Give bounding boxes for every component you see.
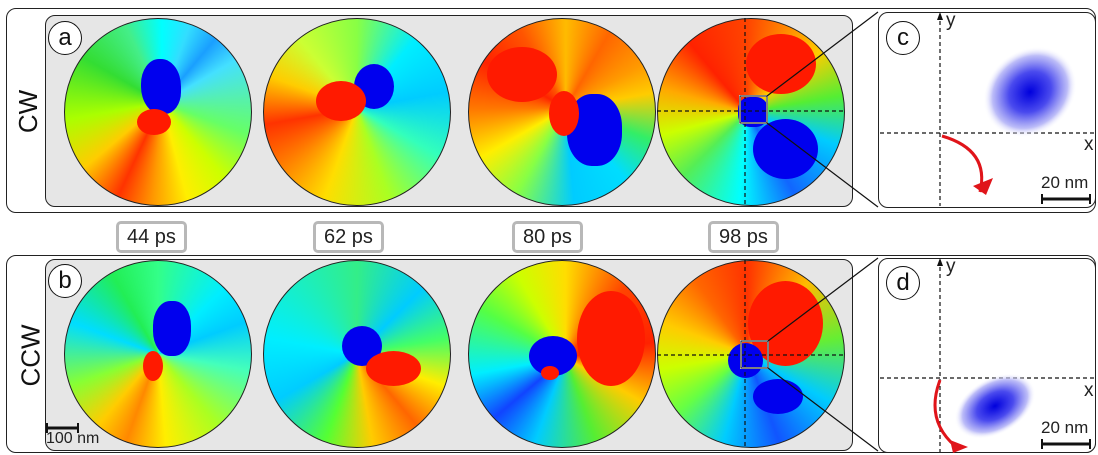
main-scalebar-label: 100 nm (46, 430, 100, 447)
disc-a-80ps (468, 18, 656, 206)
inset-d-y-arrow (937, 258, 943, 266)
inset-d-trajectory-arrowhead (950, 440, 968, 453)
disc-a-44ps (64, 18, 252, 206)
inset-c-scalebar-label: 20 nm (1041, 173, 1089, 192)
inset-d-x-label: x (1084, 380, 1094, 401)
projection-b-bottom (767, 367, 879, 452)
inset-d-trajectory (933, 379, 956, 448)
inset-d-scalebar-label: 20 nm (1041, 418, 1089, 437)
panel-c-letter: c (886, 21, 920, 55)
zoom-box-a-outline (739, 95, 768, 124)
time-label-44ps: 44 ps (116, 221, 187, 253)
panel-d-letter: d (886, 266, 920, 300)
inset-d-core-blob (954, 373, 1036, 439)
time-label-98ps: 98 ps (708, 221, 779, 253)
inset-c-core-blob (983, 46, 1077, 138)
projection-a-bottom (766, 122, 879, 208)
inset-c-trajectory-arrowhead (973, 178, 993, 195)
time-label-62ps: 62 ps (313, 221, 384, 253)
disc-b-80ps (468, 260, 656, 448)
panel-b-letter: b (48, 264, 82, 298)
zoom-box-b-outline (740, 340, 769, 369)
inset-c-y-arrow (937, 12, 943, 20)
panel-a-letter: a (48, 21, 82, 55)
time-label-80ps: 80 ps (512, 221, 583, 253)
projection-a-top (766, 11, 879, 97)
disc-a-62ps (263, 18, 451, 206)
projection-b-top (767, 257, 879, 342)
inset-c-x-label: x (1084, 134, 1094, 155)
inset-c-y-label: y (946, 10, 956, 31)
disc-b-62ps (263, 260, 451, 448)
disc-b-98ps (657, 260, 845, 448)
inset-d-y-label: y (946, 256, 956, 277)
disc-b-44ps (64, 260, 252, 448)
